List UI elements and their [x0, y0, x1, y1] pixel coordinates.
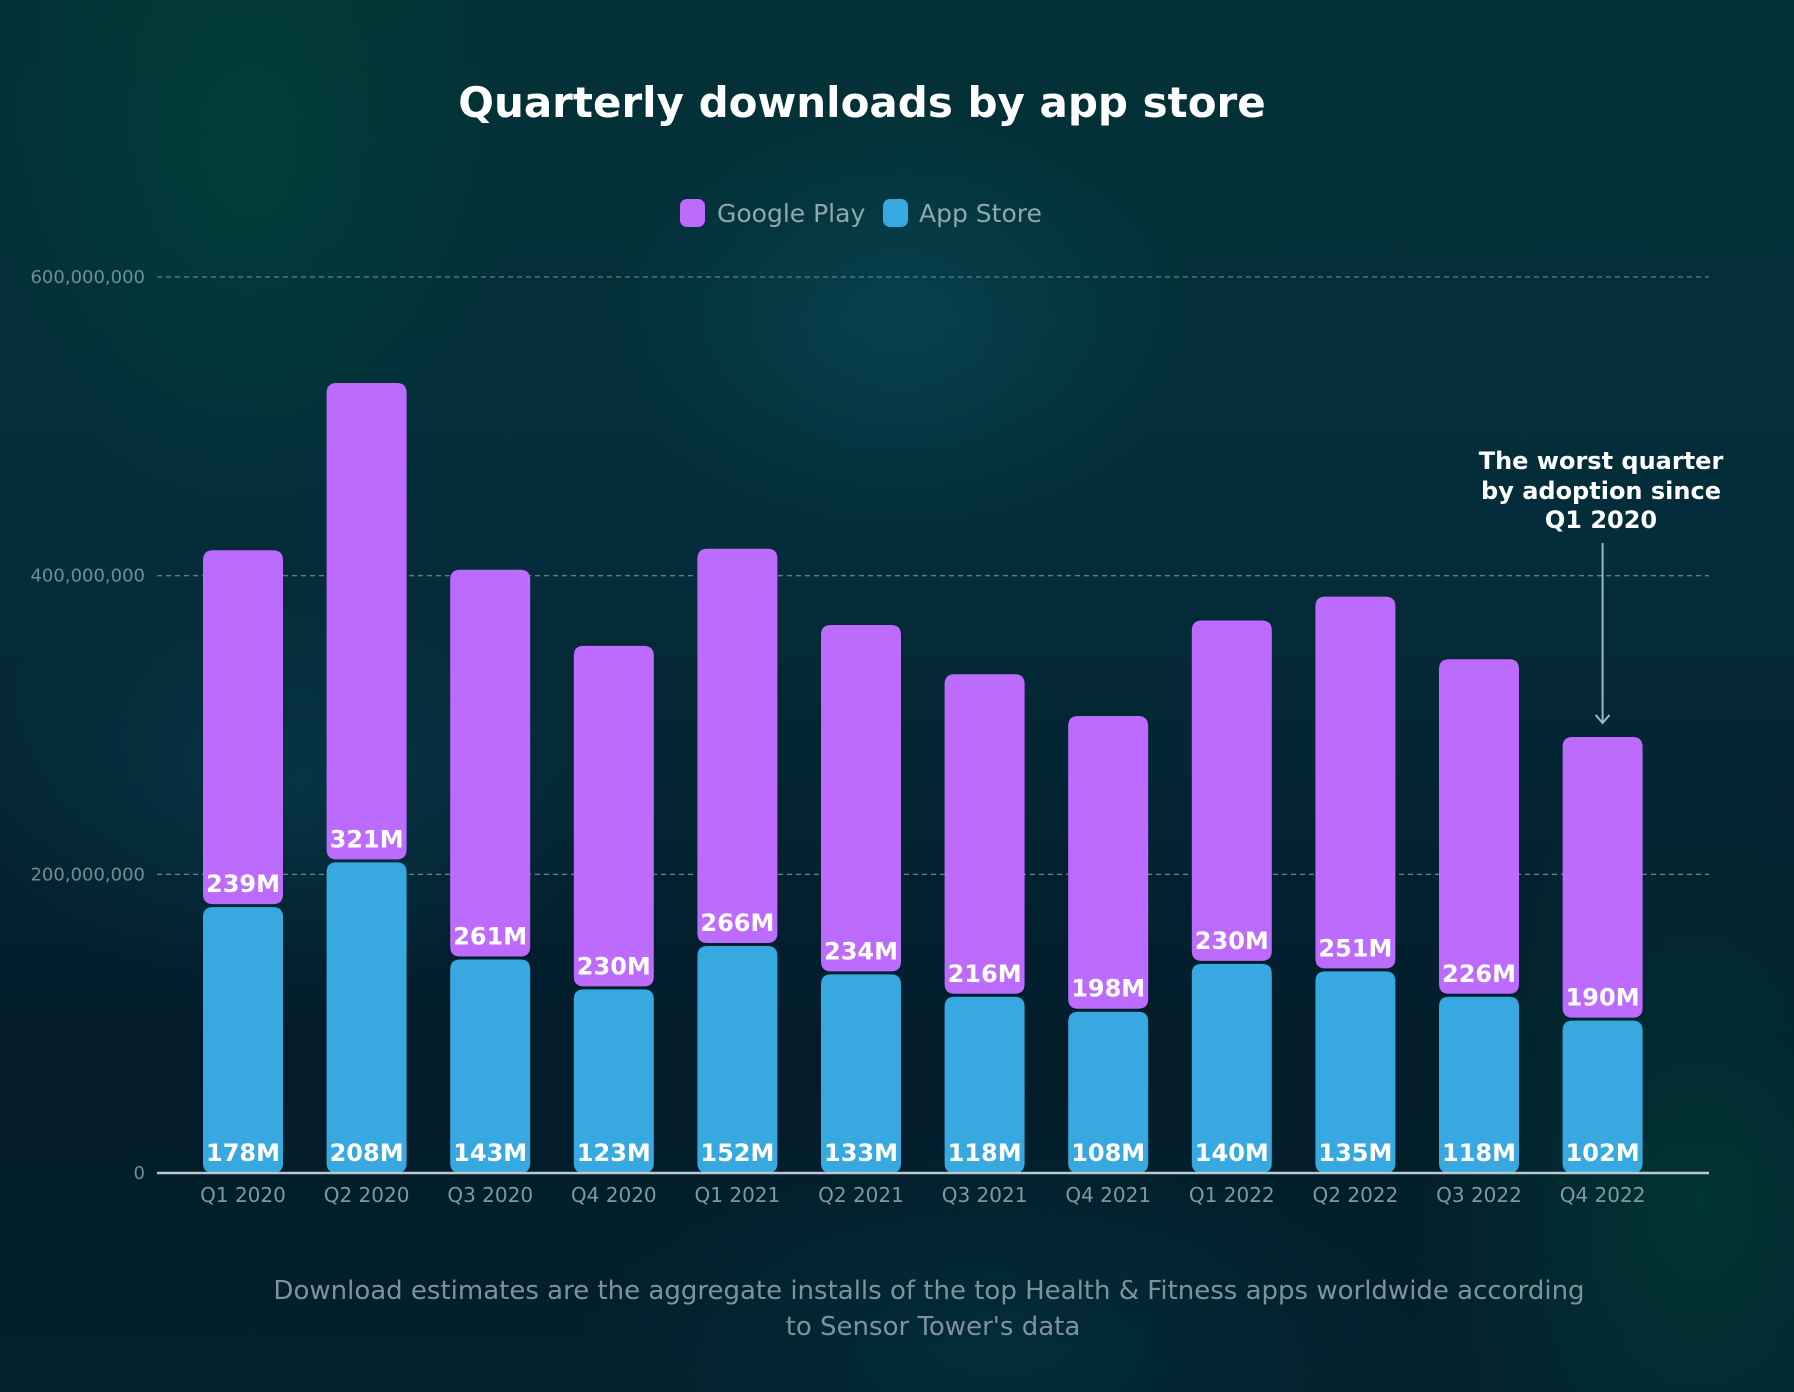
data-label-google-play: 234M — [824, 937, 898, 965]
y-tick-label: 0 — [134, 1163, 145, 1184]
bar-google-play[interactable] — [1315, 596, 1396, 969]
data-label-app-store: 208M — [330, 1139, 404, 1167]
bar-google-play[interactable] — [1191, 620, 1272, 961]
annotation: The worst quarter by adoption since Q1 2… — [1479, 447, 1724, 725]
data-label-app-store: 108M — [1071, 1139, 1145, 1167]
y-tick-label: 600,000,000 — [30, 267, 145, 288]
data-label-app-store: 102M — [1566, 1139, 1640, 1167]
data-label-google-play: 198M — [1071, 975, 1145, 1003]
data-label-google-play: 251M — [1318, 934, 1392, 962]
bar-app-store[interactable] — [326, 862, 407, 1173]
bar-app-store[interactable] — [1068, 1011, 1149, 1173]
bar-app-store[interactable] — [1439, 996, 1519, 1173]
bar-group: 178M 239M — [203, 550, 283, 1173]
legend-item-app-store[interactable]: App Store — [883, 199, 1042, 228]
data-label-google-play: 190M — [1566, 984, 1640, 1012]
annotation-arrow-icon — [1594, 543, 1611, 725]
data-label-app-store: 118M — [948, 1139, 1022, 1167]
data-label-app-store: 152M — [700, 1139, 774, 1167]
bar-google-play[interactable] — [450, 569, 531, 957]
chart-title: Quarterly downloads by app store — [458, 78, 1266, 127]
bar-google-play[interactable] — [326, 383, 407, 860]
bar-google-play[interactable] — [1068, 716, 1149, 1009]
bar-group: 118M 216M — [944, 674, 1025, 1173]
x-tick-label: Q1 2021 — [695, 1183, 781, 1207]
data-label-google-play: 230M — [1195, 927, 1269, 955]
arrow-head — [1594, 714, 1611, 725]
y-axis: 0 200,000,000 400,000,000 600,000,000 — [30, 267, 145, 1184]
data-label-app-store: 178M — [206, 1139, 280, 1167]
x-tick-label: Q4 2020 — [571, 1183, 657, 1207]
legend-label-app-store: App Store — [919, 199, 1042, 228]
bar-group: 140M 230M — [1191, 620, 1272, 1173]
bar-app-store[interactable] — [821, 974, 901, 1173]
bar-app-store[interactable] — [573, 989, 654, 1173]
data-label-google-play: 261M — [453, 922, 527, 950]
bar-app-store[interactable] — [450, 959, 531, 1173]
bar-group: 118M 226M — [1439, 659, 1519, 1173]
bar-group: 133M 234M — [821, 624, 901, 1173]
bar-app-store[interactable] — [203, 907, 283, 1173]
data-label-app-store: 133M — [824, 1139, 898, 1167]
data-label-google-play: 266M — [700, 909, 774, 937]
bar-google-play[interactable] — [697, 548, 778, 944]
footnote-line-2: to Sensor Tower's data — [786, 1312, 1081, 1342]
bar-google-play[interactable] — [821, 624, 901, 972]
data-label-google-play: 239M — [206, 870, 280, 898]
bar-app-store[interactable] — [697, 946, 778, 1173]
y-tick-label: 400,000,000 — [30, 566, 145, 587]
footnote-line-1: Download estimates are the aggregate ins… — [273, 1276, 1584, 1306]
x-axis: Q1 2020 Q2 2020 Q3 2020 Q4 2020 Q1 2021 Q2 20… — [200, 1183, 1645, 1207]
y-tick-label: 200,000,000 — [30, 864, 145, 885]
x-tick-label: Q1 2020 — [200, 1183, 286, 1207]
bar-google-play[interactable] — [203, 550, 283, 905]
legend-swatch-app-store — [883, 199, 908, 227]
data-label-google-play: 321M — [330, 825, 404, 853]
bar-google-play[interactable] — [944, 674, 1025, 994]
x-tick-label: Q2 2021 — [818, 1183, 904, 1207]
annotation-line-1: The worst quarter — [1479, 447, 1724, 475]
x-tick-label: Q2 2022 — [1313, 1183, 1399, 1207]
bar-group: 208M 321M — [326, 383, 407, 1173]
bar-google-play[interactable] — [1439, 659, 1519, 994]
data-label-app-store: 140M — [1195, 1139, 1269, 1167]
x-tick-label: Q3 2020 — [447, 1183, 533, 1207]
legend-swatch-google-play — [680, 199, 705, 227]
x-tick-label: Q3 2021 — [942, 1183, 1028, 1207]
data-label-app-store: 143M — [453, 1139, 527, 1167]
annotation-line-2: by adoption since — [1481, 477, 1721, 505]
bar-app-store[interactable] — [1562, 1020, 1643, 1173]
bar-group: 152M 266M — [697, 548, 778, 1173]
bar-group: 143M 261M — [450, 569, 531, 1173]
legend-item-google-play[interactable]: Google Play — [680, 199, 865, 228]
x-tick-label: Q4 2022 — [1560, 1183, 1646, 1207]
data-label-app-store: 135M — [1318, 1139, 1392, 1167]
x-tick-label: Q4 2021 — [1065, 1183, 1151, 1207]
bar-group: 102M 190M — [1562, 736, 1643, 1173]
legend-label-google-play: Google Play — [717, 199, 865, 228]
bar-google-play[interactable] — [573, 645, 654, 987]
legend: Google Play App Store — [680, 199, 1042, 228]
data-label-google-play: 216M — [948, 960, 1022, 988]
data-label-google-play: 226M — [1442, 960, 1516, 988]
bar-google-play[interactable] — [1562, 736, 1643, 1018]
gridlines — [157, 276, 1709, 875]
x-tick-label: Q3 2022 — [1436, 1183, 1522, 1207]
data-label-app-store: 123M — [577, 1139, 651, 1167]
x-tick-label: Q1 2022 — [1189, 1183, 1275, 1207]
bars: 178M 239M 208M 321M 143M 261M 123M 230M 152M 266M… — [203, 383, 1643, 1173]
bar-group: 123M 230M — [573, 645, 654, 1173]
x-tick-label: Q2 2020 — [324, 1183, 410, 1207]
bar-app-store[interactable] — [1191, 963, 1272, 1173]
bar-group: 135M 251M — [1315, 596, 1396, 1173]
bar-app-store[interactable] — [944, 996, 1025, 1173]
bar-app-store[interactable] — [1315, 971, 1396, 1173]
data-label-app-store: 118M — [1442, 1139, 1516, 1167]
data-label-google-play: 230M — [577, 952, 651, 980]
bar-group: 108M 198M — [1068, 716, 1149, 1173]
annotation-line-3: Q1 2020 — [1545, 506, 1657, 534]
